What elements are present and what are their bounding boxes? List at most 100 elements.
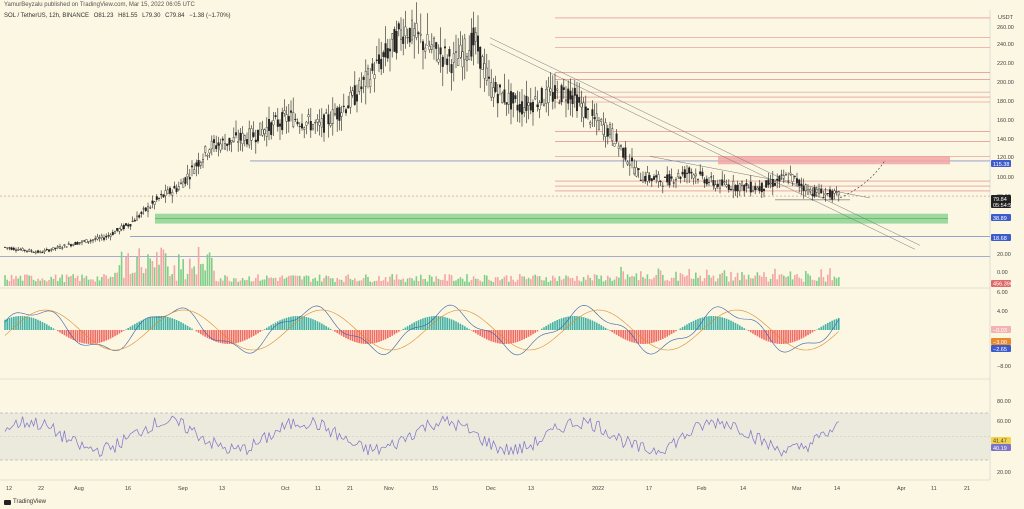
candle-body: [175, 188, 178, 192]
macd-histogram-bar: [629, 330, 631, 342]
candle-body: [193, 169, 196, 174]
volume-bar: [624, 279, 627, 286]
rsi-line: [4, 415, 839, 458]
volume-bar: [43, 280, 46, 286]
candle-body: [540, 88, 543, 104]
candle-body: [393, 29, 396, 52]
candle-body: [439, 47, 442, 55]
volume-bar: [277, 281, 279, 286]
volume-bar: [125, 256, 127, 286]
macd-histogram-bar: [52, 328, 55, 330]
candle-body: [290, 110, 293, 113]
volume-bar: [167, 266, 169, 286]
candle-body: [342, 105, 345, 107]
volume-bar: [230, 281, 233, 286]
volume-bar: [481, 281, 484, 286]
macd-histogram-bar: [178, 321, 180, 330]
volume-bar: [208, 252, 211, 286]
macd-histogram-bar: [609, 330, 611, 331]
candle-body: [567, 88, 570, 104]
candle-body: [549, 88, 552, 92]
volume-bar: [171, 274, 173, 286]
macd-histogram-bar: [360, 330, 363, 344]
volume-bar: [151, 260, 154, 286]
macd-histogram-bar: [114, 330, 116, 337]
candle-body: [276, 119, 279, 127]
macd-histogram-bar: [780, 330, 783, 344]
macd-histogram-bar: [833, 319, 836, 330]
macd-histogram-bar: [646, 330, 649, 344]
macd-histogram-bar: [228, 330, 231, 344]
time-axis-label: Aug: [74, 486, 84, 492]
macd-histogram-bar: [145, 318, 147, 330]
candle-body: [142, 208, 145, 210]
macd-histogram-bar: [301, 316, 303, 330]
currency-label: USDT: [998, 15, 1014, 21]
volume-bar: [431, 276, 433, 286]
candle-body: [41, 252, 44, 254]
macd-histogram-bar: [299, 316, 301, 330]
candle-body: [325, 112, 328, 114]
candle-body: [470, 32, 473, 57]
candle-body: [303, 127, 306, 130]
volume-bar: [644, 278, 646, 286]
macd-histogram-bar: [593, 321, 596, 330]
macd-histogram-bar: [794, 330, 796, 342]
macd-histogram-bar: [116, 330, 118, 335]
candle-body: [598, 120, 601, 130]
candle-body: [822, 197, 825, 199]
volume-bar: [345, 275, 347, 286]
macd-histogram-bar: [433, 316, 435, 330]
macd-histogram-bar: [706, 316, 708, 330]
candle-body: [184, 177, 187, 184]
candle-body: [195, 162, 198, 167]
macd-histogram-bar: [325, 326, 327, 330]
volume-bar: [90, 279, 92, 286]
candle-body: [166, 189, 169, 194]
macd-histogram-bar: [530, 330, 532, 336]
macd-histogram-bar: [46, 324, 48, 330]
macd-histogram-bar: [30, 317, 33, 330]
candle-body: [560, 85, 563, 103]
candle-body: [472, 27, 475, 46]
macd-histogram-bar: [431, 316, 433, 330]
candle-body: [688, 167, 691, 174]
candle-body: [507, 92, 510, 105]
candle-body: [274, 115, 277, 118]
volume-bar: [560, 279, 563, 286]
candle-body: [492, 87, 495, 98]
macd-histogram-bar: [277, 321, 279, 330]
candle-body: [364, 70, 367, 87]
volume-bar: [589, 277, 591, 286]
macd-histogram-bar: [481, 330, 484, 338]
macd-histogram-bar: [134, 323, 136, 330]
candle-body: [459, 44, 462, 58]
candle-body: [404, 26, 407, 37]
volume-bar: [109, 276, 112, 286]
volume-bar: [666, 280, 668, 286]
time-axis-label: 16: [125, 486, 131, 492]
volume-bar: [233, 278, 235, 286]
macd-histogram-bar: [651, 330, 653, 343]
candle-body: [615, 133, 618, 142]
volume-bar: [492, 281, 495, 286]
macd-histogram-bar: [838, 318, 840, 330]
candle-body: [120, 225, 123, 230]
volume-bar: [563, 278, 565, 286]
time-axis-label: Feb: [697, 486, 706, 492]
macd-histogram-bar: [827, 322, 829, 330]
candle-body: [485, 67, 488, 81]
macd-histogram-bar: [118, 330, 121, 334]
volume-bar: [769, 278, 772, 286]
macd-histogram-bar: [772, 330, 774, 343]
candle-body: [151, 200, 154, 204]
volume-bar: [224, 275, 226, 286]
volume-bar: [387, 281, 389, 286]
volume-bar: [607, 275, 609, 286]
macd-histogram-bar: [477, 330, 479, 335]
volume-bar: [193, 266, 195, 286]
macd-histogram-bar: [241, 330, 244, 342]
volume-bar: [266, 275, 268, 286]
candle-body: [604, 122, 607, 137]
